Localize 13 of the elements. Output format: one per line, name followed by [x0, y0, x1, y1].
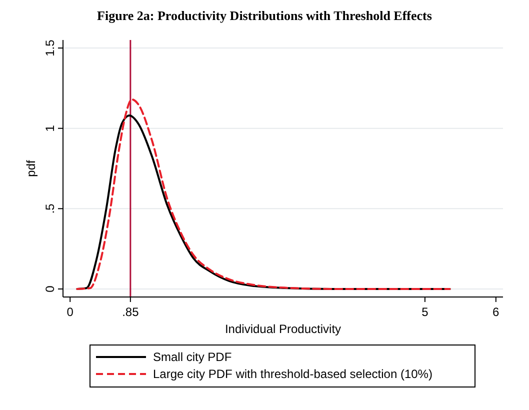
x-tick-label: 6 [492, 305, 500, 319]
y-axis-title: pdf [24, 159, 38, 177]
x-tick-label: 0 [66, 305, 74, 319]
legend-label: Large city PDF with threshold-based selection (10%) [153, 367, 432, 381]
x-tick-label: .85 [122, 305, 140, 319]
y-tick-label: 1.5 [43, 39, 57, 56]
x-tick-label: 5 [422, 305, 429, 319]
legend-label: Small city PDF [153, 350, 232, 364]
y-tick-label: .5 [43, 203, 57, 214]
y-tick-label: 0 [43, 285, 57, 292]
chart-title: Figure 2a: Productivity Distributions with Threshold Effects [97, 8, 432, 23]
x-axis-title: Individual Productivity [224, 322, 342, 336]
y-tick-label: 1 [43, 124, 57, 132]
